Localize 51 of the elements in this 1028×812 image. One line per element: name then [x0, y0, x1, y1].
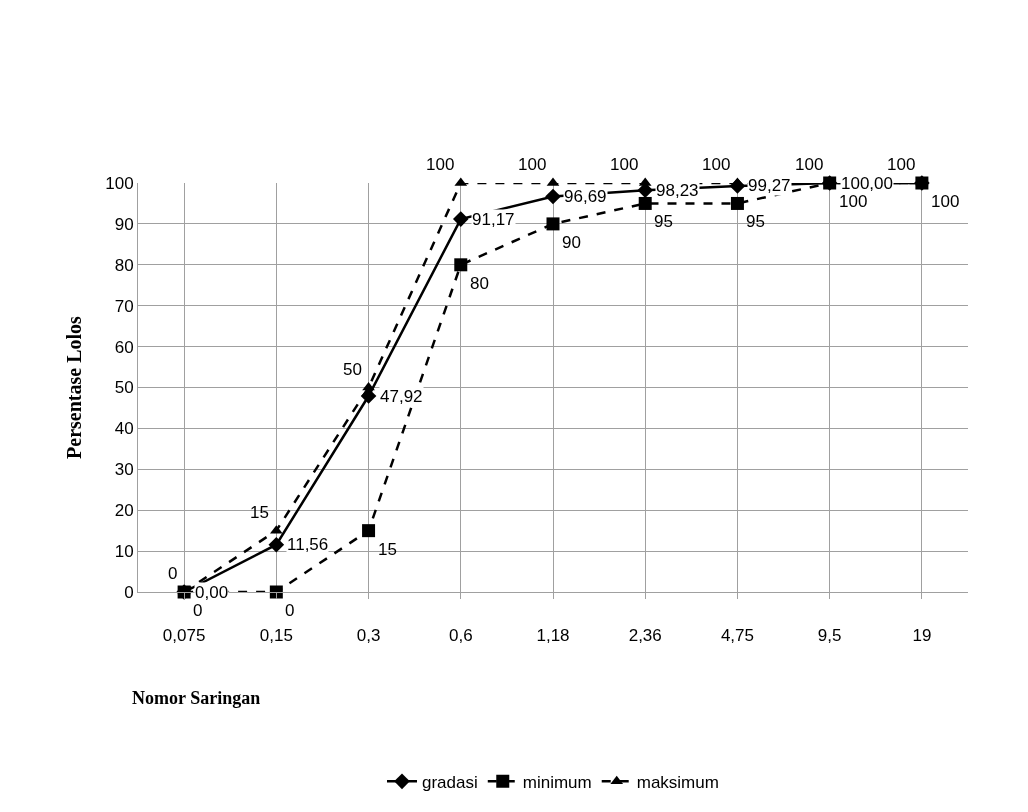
- y-axis-title: Persentase Lolos: [62, 315, 85, 459]
- data-label: 100: [931, 192, 960, 211]
- y-tick-label: 80: [114, 255, 134, 275]
- x-tick-label: 0,15: [259, 626, 293, 646]
- y-tick-label: 100: [105, 173, 134, 193]
- data-label: 15: [250, 503, 269, 522]
- x-tick-label: 19: [912, 626, 932, 646]
- legend-label: gradasi: [422, 772, 478, 792]
- y-tick-label: 10: [114, 542, 134, 562]
- data-label: 90: [562, 233, 581, 252]
- y-tick-label: 20: [114, 501, 134, 521]
- data-label: 95: [654, 212, 673, 231]
- y-tick-label: 0: [124, 582, 134, 602]
- data-label: 100,00: [841, 174, 893, 193]
- x-tick-label: 0,6: [448, 626, 473, 646]
- data-label: 0: [168, 564, 178, 583]
- data-label: 15: [378, 540, 397, 559]
- x-tick-label: 0,3: [356, 626, 381, 646]
- x-tick-label: 4,75: [720, 626, 754, 646]
- data-label: 0: [193, 601, 203, 620]
- data-label: 91,17: [472, 210, 515, 229]
- data-label: 11,56: [287, 535, 329, 554]
- x-tick-label: 9,5: [817, 626, 842, 646]
- data-label: 99,27: [748, 176, 791, 195]
- data-label: 0,00: [195, 583, 229, 602]
- y-tick-label: 30: [114, 460, 134, 480]
- x-tick-label: 1,18: [536, 626, 570, 646]
- data-label: 100: [795, 155, 824, 174]
- data-label: 50: [343, 360, 362, 379]
- y-tick-label: 90: [114, 214, 134, 234]
- x-tick-label: 2,36: [628, 626, 662, 646]
- x-axis-title: Nomor Saringan: [132, 688, 261, 708]
- data-label: 100: [839, 192, 868, 211]
- y-tick-label: 70: [114, 296, 134, 316]
- data-label: 98,23: [656, 181, 699, 200]
- data-label: 80: [470, 274, 489, 293]
- data-label: 100: [426, 155, 455, 174]
- legend-label: minimum: [522, 772, 592, 792]
- data-label: 95: [746, 212, 765, 231]
- legend-label: maksimum: [636, 772, 719, 792]
- data-label: 100: [702, 155, 731, 174]
- data-label: 96,69: [564, 187, 607, 206]
- y-tick-label: 50: [114, 378, 134, 398]
- y-tick-label: 60: [114, 337, 134, 357]
- y-tick-label: 40: [114, 419, 134, 439]
- data-label: 100: [610, 155, 639, 174]
- x-tick-label: 0,075: [162, 626, 206, 646]
- data-label: 100: [887, 155, 916, 174]
- data-label: 47,92: [380, 387, 423, 406]
- data-label: 0: [285, 601, 295, 620]
- data-label: 100: [518, 155, 547, 174]
